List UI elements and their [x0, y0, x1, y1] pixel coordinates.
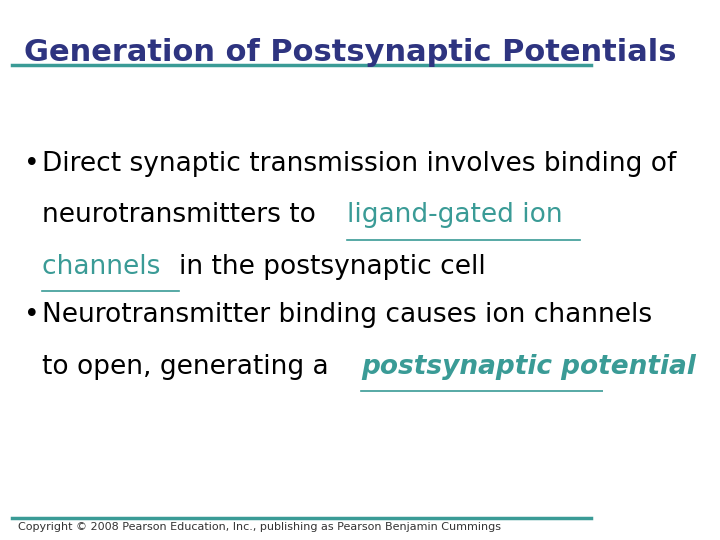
Text: •: • [24, 151, 40, 177]
Text: to open, generating a: to open, generating a [42, 354, 337, 380]
Text: postsynaptic potential: postsynaptic potential [361, 354, 696, 380]
Text: ligand-gated ion: ligand-gated ion [347, 202, 563, 228]
Text: Generation of Postsynaptic Potentials: Generation of Postsynaptic Potentials [24, 38, 677, 67]
Text: Direct synaptic transmission involves binding of: Direct synaptic transmission involves bi… [42, 151, 677, 177]
Text: in the postsynaptic cell: in the postsynaptic cell [179, 254, 486, 280]
Text: Copyright © 2008 Pearson Education, Inc., publishing as Pearson Benjamin Cumming: Copyright © 2008 Pearson Education, Inc.… [18, 522, 501, 532]
Text: neurotransmitters to: neurotransmitters to [42, 202, 325, 228]
Text: •: • [24, 302, 40, 328]
Text: channels: channels [42, 254, 169, 280]
Text: Neurotransmitter binding causes ion channels: Neurotransmitter binding causes ion chan… [42, 302, 652, 328]
